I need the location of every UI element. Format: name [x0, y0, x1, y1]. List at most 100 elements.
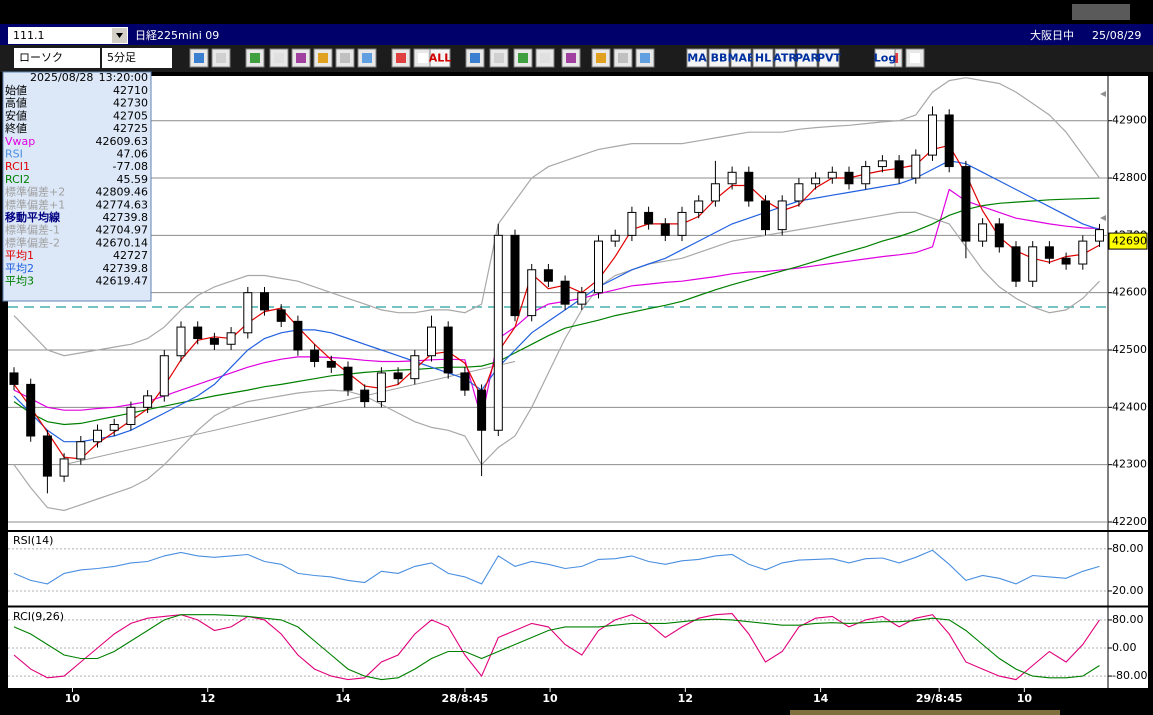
info-value: 42730 — [113, 97, 148, 110]
info-value: 42739.8 — [103, 211, 149, 224]
info-label: RSI — [5, 148, 23, 161]
indicator-line — [13, 188, 1100, 419]
toolbar-glyph — [362, 53, 372, 63]
toolbar-glyph — [194, 53, 204, 63]
toolbar-glyph — [540, 53, 550, 63]
candle-body — [427, 326, 436, 357]
candle-body — [877, 160, 887, 168]
header-bar — [0, 24, 1153, 45]
info-label: 標準偏差+2 — [5, 185, 65, 199]
y-tick-label: 42500 — [1112, 343, 1147, 356]
toolbar-button[interactable] — [752, 48, 774, 68]
toolbar-button[interactable] — [818, 48, 840, 68]
info-label: 平均3 — [5, 274, 34, 288]
info-value: 42727 — [113, 249, 148, 262]
arrow-icon — [116, 33, 123, 38]
toolbar-glyph — [494, 53, 504, 63]
toolbar-glyph — [418, 53, 428, 63]
info-label: 平均1 — [5, 248, 34, 262]
style-dropdown[interactable] — [14, 48, 100, 68]
panel — [8, 77, 1108, 523]
candle-body — [477, 389, 487, 431]
toolbar-button[interactable] — [874, 48, 896, 68]
candle-body — [59, 458, 69, 477]
toolbar-button[interactable] — [429, 48, 451, 68]
session-name: 大阪日中 — [1030, 28, 1074, 42]
info-panel: 2025/08/28 13:20:00 始値 42710 高値 42730 安値 4270… — [2, 71, 152, 302]
x-tick-label: 28/8:45 — [442, 692, 489, 705]
candle-body — [26, 383, 36, 437]
info-value: 42619.47 — [96, 275, 149, 288]
info-label: RCI1 — [5, 160, 30, 173]
y-tick-label: 20.00 — [1112, 584, 1144, 597]
interval-dropdown[interactable] — [102, 48, 172, 68]
instrument-name: 日経225mini 09 — [135, 29, 219, 42]
toolbar-glyph — [518, 53, 528, 63]
candle-body — [894, 160, 904, 179]
candle-body — [493, 234, 503, 431]
title-button[interactable] — [1072, 4, 1130, 20]
toolbar-button[interactable] — [708, 48, 730, 68]
symbol-code: 111.1 — [13, 29, 45, 42]
symbol-dropdown[interactable] — [8, 27, 128, 44]
trend-line — [63, 360, 516, 466]
candle-body — [527, 269, 537, 317]
candle-body — [543, 269, 553, 282]
candle-body — [761, 200, 770, 231]
candle-body — [326, 360, 336, 368]
scrollbar-thumb[interactable] — [790, 710, 1060, 715]
toolbar-glyph — [910, 53, 920, 63]
info-value: 42609.63 — [96, 135, 149, 148]
info-time: 13:20:00 — [99, 71, 148, 84]
candle-body — [176, 326, 186, 357]
candle-body — [944, 114, 954, 168]
candle-body — [911, 154, 921, 179]
candle-body — [143, 395, 153, 408]
toolbar-glyph — [318, 53, 328, 63]
chart-style: ローソク — [19, 51, 63, 64]
candle-body — [126, 406, 136, 426]
y-tick-label: -80.00 — [1112, 669, 1147, 682]
indicator-line — [13, 211, 1100, 512]
y-tick-label: 80.00 — [1112, 613, 1144, 626]
toolbar-glyph — [340, 53, 350, 63]
info-value: 42809.46 — [96, 186, 149, 199]
toolbar-glyph — [216, 53, 226, 63]
candle-body — [961, 166, 971, 242]
toolbar-button-label: PAR — [795, 52, 820, 65]
candle-body — [226, 332, 236, 345]
candle-body — [577, 292, 587, 305]
x-tick-label: 14 — [813, 692, 829, 705]
toolbar-button[interactable] — [774, 48, 796, 68]
candle-body — [76, 441, 86, 460]
candle-body — [844, 171, 854, 185]
session-date: 25/08/29 — [1092, 29, 1141, 42]
candle-body — [978, 223, 988, 242]
info-label: 高値 — [5, 96, 27, 110]
toolbar-button[interactable] — [796, 48, 818, 68]
info-value: 42725 — [113, 122, 148, 135]
x-tick-label: 12 — [678, 692, 693, 705]
toolbar-button[interactable] — [730, 48, 752, 68]
x-tick-label: 10 — [65, 692, 81, 705]
x-tick-label: 10 — [1017, 692, 1033, 705]
info-value: 42704.97 — [96, 224, 149, 237]
candle-body — [93, 429, 102, 443]
candle-body — [1044, 246, 1054, 259]
toolbar-glyph — [640, 53, 650, 63]
candle-body — [644, 211, 654, 225]
candle-body — [694, 200, 704, 213]
candle-body — [209, 338, 219, 345]
candle-body — [293, 320, 303, 351]
last-price-box — [1108, 232, 1148, 250]
indicator-line — [13, 613, 1100, 681]
toolbar-button[interactable] — [686, 48, 708, 68]
candle-body — [443, 326, 453, 374]
panel — [8, 613, 1108, 681]
toolbar-button-label: MAE — [728, 52, 755, 65]
candle-body — [594, 240, 603, 294]
chart-interval: 5分足 — [107, 51, 136, 64]
toolbar-glyph — [566, 53, 576, 63]
